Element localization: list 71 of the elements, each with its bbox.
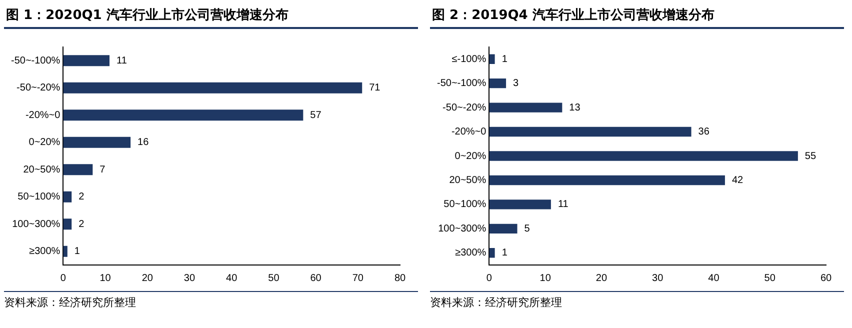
y-tick-label: -20%~0 bbox=[451, 126, 487, 138]
y-tick-label: -20%~0 bbox=[25, 110, 61, 121]
x-tick-label: 40 bbox=[708, 272, 720, 284]
data-label: 7 bbox=[100, 164, 106, 176]
bar bbox=[489, 175, 725, 186]
data-label: 36 bbox=[698, 126, 710, 138]
bar bbox=[63, 191, 72, 202]
x-tick-label: 0 bbox=[486, 272, 492, 284]
bar bbox=[489, 126, 692, 137]
y-tick-label: -50~-100% bbox=[436, 78, 486, 90]
x-tick-label: 20 bbox=[596, 272, 608, 284]
bar bbox=[63, 218, 72, 230]
y-tick-label: 20~50% bbox=[23, 164, 60, 176]
chart-title: 图 2：2019Q4 汽车行业上市公司营收增速分布 bbox=[430, 0, 844, 29]
data-label: 13 bbox=[569, 102, 581, 114]
x-tick-label: 0 bbox=[60, 272, 66, 284]
x-tick-label: 50 bbox=[764, 272, 776, 284]
y-tick-label: 50~100% bbox=[444, 199, 486, 210]
x-tick-label: 70 bbox=[352, 272, 364, 284]
x-tick-label: 30 bbox=[184, 272, 196, 284]
data-label: 16 bbox=[138, 137, 150, 148]
bar bbox=[489, 248, 495, 258]
x-tick-label: 60 bbox=[310, 272, 322, 284]
y-tick-label: ≥300% bbox=[455, 248, 486, 259]
x-tick-label: 10 bbox=[540, 272, 552, 284]
x-tick-label: 20 bbox=[142, 272, 154, 284]
bar bbox=[63, 82, 362, 94]
y-tick-label: 50~100% bbox=[18, 192, 60, 203]
x-tick-label: 80 bbox=[394, 272, 406, 284]
data-label: 3 bbox=[513, 78, 520, 90]
x-tick-label: 40 bbox=[226, 272, 238, 284]
data-label: 2 bbox=[78, 192, 85, 203]
bar bbox=[489, 78, 506, 88]
y-tick-label: 0~20% bbox=[28, 137, 60, 148]
text: 资料来源：经济研究所整理 bbox=[430, 291, 844, 310]
bar bbox=[489, 224, 518, 234]
y-tick-label: -50~-20% bbox=[16, 82, 60, 94]
y-tick-label: -50~-100% bbox=[10, 55, 60, 66]
text: 资料来源：经济研究所整理 bbox=[4, 291, 418, 310]
x-tick-label: 60 bbox=[820, 272, 832, 284]
y-tick-label: ≤-100% bbox=[452, 54, 486, 65]
data-label: 11 bbox=[558, 199, 569, 210]
data-label: 11 bbox=[116, 55, 128, 66]
data-label: 71 bbox=[369, 82, 381, 94]
data-label: 55 bbox=[804, 150, 816, 162]
bar bbox=[63, 110, 304, 121]
x-tick-label: 10 bbox=[100, 272, 112, 284]
chart-title: 图 1：2020Q1 汽车行业上市公司营收增速分布 bbox=[4, 0, 418, 29]
data-label: 42 bbox=[732, 174, 744, 186]
data-label: 1 bbox=[502, 248, 508, 259]
y-tick-label: ≥300% bbox=[29, 246, 60, 258]
bar bbox=[489, 200, 551, 210]
bar bbox=[63, 136, 131, 148]
y-tick-label: 100~300% bbox=[12, 218, 60, 230]
data-label: 1 bbox=[502, 54, 508, 65]
data-label: 2 bbox=[78, 218, 85, 230]
bar bbox=[63, 246, 68, 257]
bar bbox=[489, 54, 495, 64]
bar bbox=[63, 55, 110, 66]
data-label: 57 bbox=[310, 110, 322, 121]
x-tick-label: 50 bbox=[268, 272, 280, 284]
bar bbox=[489, 102, 562, 112]
bar bbox=[63, 164, 93, 176]
bar bbox=[489, 151, 798, 161]
y-tick-label: 0~20% bbox=[454, 150, 486, 162]
y-tick-label: 20~50% bbox=[449, 174, 486, 186]
y-tick-label: 100~300% bbox=[438, 223, 486, 234]
y-tick-label: -50~-20% bbox=[442, 102, 486, 114]
data-label: 1 bbox=[74, 246, 80, 258]
data-label: 5 bbox=[524, 223, 530, 234]
x-tick-label: 30 bbox=[652, 272, 664, 284]
